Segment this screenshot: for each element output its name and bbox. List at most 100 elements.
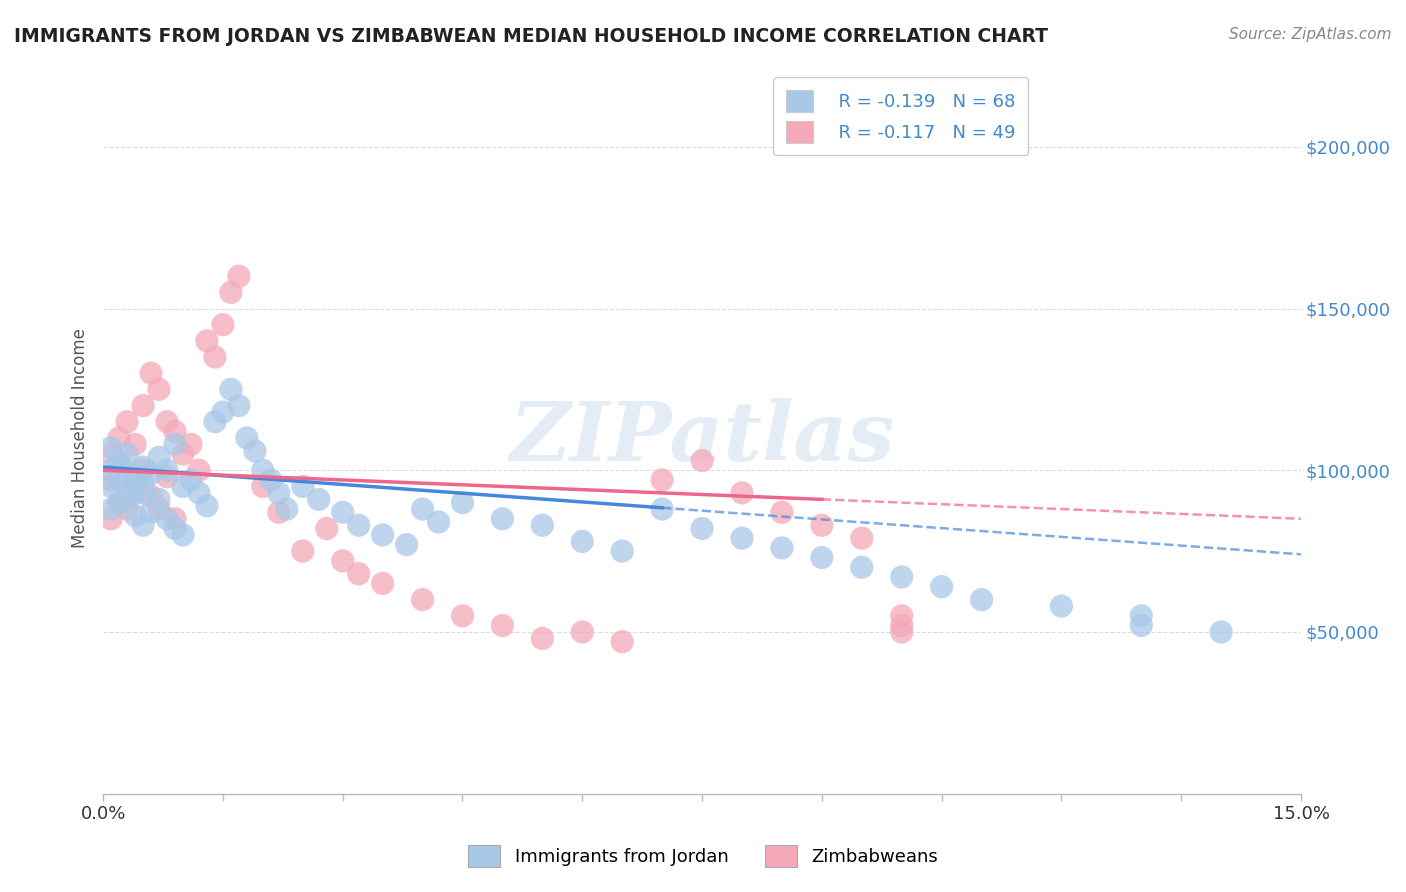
- Point: [890, 624, 912, 639]
- Point: [571, 534, 593, 549]
- Point: [115, 447, 138, 461]
- Point: [315, 521, 337, 535]
- Point: [100, 447, 122, 461]
- Point: [332, 505, 354, 519]
- Text: IMMIGRANTS FROM JORDAN VS ZIMBABWEAN MEDIAN HOUSEHOLD INCOME CORRELATION CHART: IMMIGRANTS FROM JORDAN VS ZIMBABWEAN MED…: [14, 27, 1047, 45]
- Point: [156, 512, 179, 526]
- Point: [148, 492, 170, 507]
- Point: [1130, 608, 1153, 623]
- Point: [291, 479, 314, 493]
- Point: [260, 473, 283, 487]
- Point: [731, 531, 754, 545]
- Point: [124, 479, 146, 493]
- Point: [427, 515, 450, 529]
- Point: [188, 463, 211, 477]
- Point: [204, 350, 226, 364]
- Point: [180, 437, 202, 451]
- Point: [347, 566, 370, 581]
- Point: [770, 541, 793, 555]
- Point: [970, 592, 993, 607]
- Point: [1050, 599, 1073, 613]
- Legend: Immigrants from Jordan, Zimbabweans: Immigrants from Jordan, Zimbabweans: [461, 838, 945, 874]
- Point: [571, 624, 593, 639]
- Point: [132, 518, 155, 533]
- Point: [180, 473, 202, 487]
- Point: [236, 431, 259, 445]
- Point: [1211, 624, 1233, 639]
- Point: [156, 469, 179, 483]
- Point: [228, 269, 250, 284]
- Point: [890, 618, 912, 632]
- Point: [276, 502, 298, 516]
- Point: [851, 531, 873, 545]
- Point: [371, 528, 394, 542]
- Point: [108, 431, 131, 445]
- Point: [228, 399, 250, 413]
- Point: [163, 425, 186, 439]
- Point: [395, 538, 418, 552]
- Point: [252, 463, 274, 477]
- Point: [172, 479, 194, 493]
- Point: [267, 486, 290, 500]
- Point: [124, 469, 146, 483]
- Point: [651, 473, 673, 487]
- Point: [132, 476, 155, 491]
- Point: [100, 502, 122, 516]
- Point: [100, 463, 122, 477]
- Point: [491, 618, 513, 632]
- Point: [332, 554, 354, 568]
- Point: [163, 521, 186, 535]
- Point: [412, 502, 434, 516]
- Point: [163, 437, 186, 451]
- Point: [100, 512, 122, 526]
- Point: [243, 443, 266, 458]
- Point: [132, 463, 155, 477]
- Point: [371, 576, 394, 591]
- Point: [124, 486, 146, 500]
- Point: [188, 486, 211, 500]
- Point: [139, 366, 162, 380]
- Point: [412, 592, 434, 607]
- Point: [132, 486, 155, 500]
- Point: [531, 518, 554, 533]
- Point: [612, 634, 634, 648]
- Point: [651, 502, 673, 516]
- Point: [108, 473, 131, 487]
- Point: [132, 460, 155, 475]
- Point: [451, 495, 474, 509]
- Point: [1130, 618, 1153, 632]
- Point: [491, 512, 513, 526]
- Point: [204, 415, 226, 429]
- Point: [100, 441, 122, 455]
- Point: [612, 544, 634, 558]
- Point: [108, 495, 131, 509]
- Point: [890, 570, 912, 584]
- Point: [267, 505, 290, 519]
- Text: Source: ZipAtlas.com: Source: ZipAtlas.com: [1229, 27, 1392, 42]
- Point: [108, 495, 131, 509]
- Point: [219, 383, 242, 397]
- Point: [811, 518, 834, 533]
- Point: [347, 518, 370, 533]
- Point: [172, 528, 194, 542]
- Point: [100, 479, 122, 493]
- Point: [148, 450, 170, 465]
- Point: [690, 453, 713, 467]
- Point: [172, 447, 194, 461]
- Point: [156, 415, 179, 429]
- Point: [132, 399, 155, 413]
- Point: [139, 505, 162, 519]
- Legend:   R = -0.139   N = 68,   R = -0.117   N = 49: R = -0.139 N = 68, R = -0.117 N = 49: [773, 77, 1028, 155]
- Point: [115, 467, 138, 481]
- Point: [156, 463, 179, 477]
- Y-axis label: Median Household Income: Median Household Income: [72, 328, 89, 548]
- Point: [219, 285, 242, 300]
- Point: [100, 473, 122, 487]
- Point: [108, 457, 131, 471]
- Point: [451, 608, 474, 623]
- Point: [851, 560, 873, 574]
- Point: [931, 580, 953, 594]
- Point: [108, 453, 131, 467]
- Point: [195, 499, 218, 513]
- Point: [139, 489, 162, 503]
